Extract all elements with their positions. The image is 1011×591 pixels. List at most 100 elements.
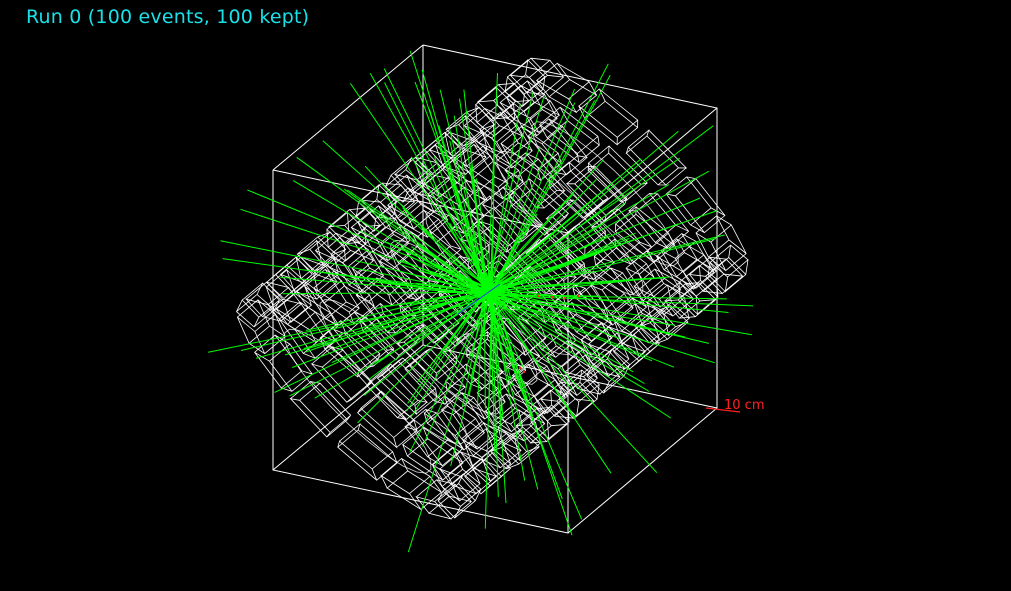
calorimeter-crystal [275,290,337,344]
calorimeter-crystal [427,176,485,234]
calorimeter-crystal [424,166,486,219]
particle-track [363,295,489,396]
calorimeter-crystal [707,244,749,293]
particle-track [306,269,485,294]
particle-track [489,213,494,294]
calorimeter-crystal [558,369,600,418]
particle-track [486,146,541,292]
calorimeter-crystal [378,243,440,301]
particle-track [485,294,563,500]
particle-track [349,83,493,291]
calorimeter-crystal [244,281,302,322]
particle-track [492,125,714,293]
trajectory-point [522,370,526,374]
particle-track [429,109,484,292]
particle-track [485,290,577,419]
calorimeter-crystal [587,326,646,370]
particle-track [490,100,596,291]
world-box-edge [567,407,718,534]
particle-track [463,89,487,294]
particle-track [369,72,491,288]
calorimeter-crystal [463,107,524,154]
particle-track [492,293,634,373]
trajectory-point [576,294,580,298]
particle-track [292,293,486,368]
particle-track [484,288,493,529]
calorimeter-crystal [516,301,577,358]
calorimeter-crystal [464,428,512,483]
calorimeter-crystal [355,183,397,232]
particle-track [459,98,490,294]
calorimeter-crystal [586,348,631,394]
particle-track [487,197,701,289]
scale-bar-label: 10 cm [724,398,765,413]
run-title: Run 0 (100 events, 100 kept) [26,6,310,28]
calorimeter-crystal [506,80,558,137]
particle-track [470,293,493,379]
particle-track [490,293,573,391]
tracker-ring [284,328,432,474]
particle-track [488,213,538,294]
particle-track [346,189,490,289]
calorimeter-crystal [376,357,438,416]
particle-track [384,82,488,289]
particle-track [411,246,486,297]
calorimeter-crystal [414,143,461,198]
particle-track [410,295,488,419]
particle-track [492,238,716,295]
calorimeter-crystal [614,206,675,264]
calorimeter-crystal [404,348,467,405]
particle-track [383,68,492,288]
calorimeter-crystal [625,250,682,308]
calorimeter-crystal [589,267,648,325]
calorimeter-crystal [578,88,639,146]
calorimeter-crystal [404,409,464,467]
particle-track [305,286,489,331]
calorimeter-crystal [265,256,313,300]
calorimeter-crystal [655,238,717,289]
calorimeter-crystal [356,390,418,449]
particle-track [296,156,487,296]
calorimeter-crystal [236,299,286,355]
calorimeter-crystal [401,426,464,481]
particle-track [485,288,556,308]
calorimeter-crystal [539,106,600,164]
calorimeter-crystal [509,57,565,95]
particle-track [491,202,626,291]
particle-track [284,296,493,356]
calorimeter-crystal [304,268,360,326]
particle-track [400,203,484,294]
tracker-ring [531,121,679,267]
calorimeter-crystal [476,82,530,120]
calorimeter-crystal [278,301,337,359]
calorimeter-crystal [613,327,660,370]
particle-track [414,81,494,292]
particle-track [484,130,679,296]
calorimeter-crystal [440,392,499,450]
particle-track [222,258,487,296]
particle-track [289,293,493,397]
tracker-ring [496,150,644,296]
particle-track [487,287,686,338]
particle-track [368,287,491,380]
particle-track [477,290,484,406]
trajectory-point [536,294,540,298]
calorimeter-crystal [330,236,385,294]
particle-track [485,159,604,289]
particle-track [374,287,490,366]
calorimeter-crystal [466,330,527,389]
calorimeter-crystal [415,479,472,520]
particle-track [484,184,611,293]
calorimeter-crystal [500,125,562,182]
calorimeter-crystal [333,311,395,369]
calorimeter-crystal [504,59,546,107]
particle-track [486,295,514,386]
calorimeter-crystal [310,345,373,403]
particle-track [486,72,498,295]
trajectory-point [550,295,554,299]
calorimeter-crystal [484,393,546,442]
particle-tracks [207,50,754,553]
particle-track [483,289,583,520]
